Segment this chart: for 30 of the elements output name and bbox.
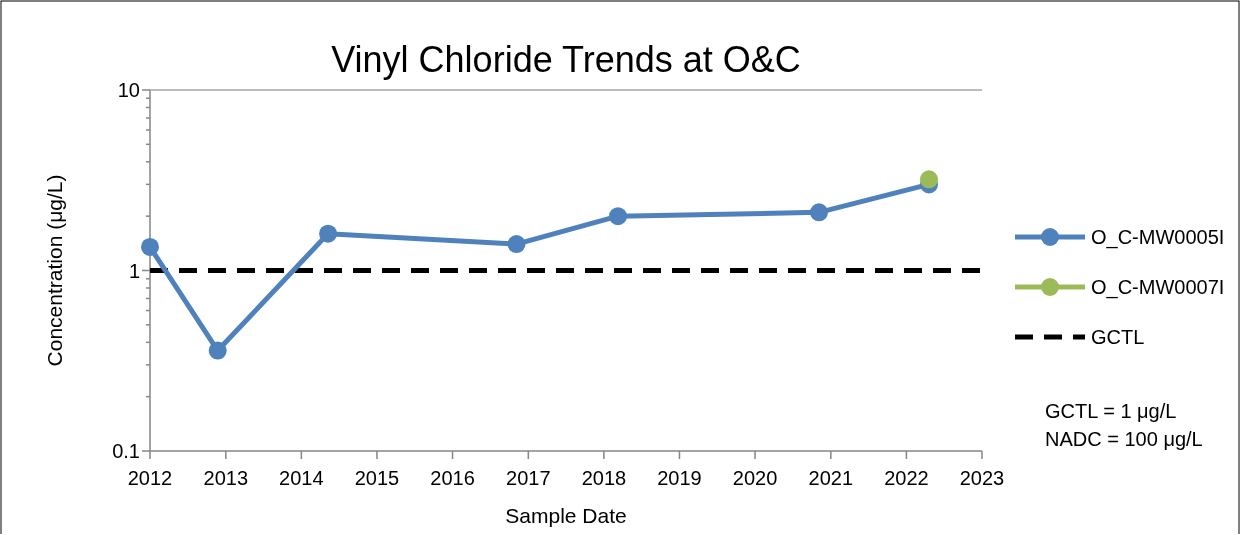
x-tick-label: 2022	[884, 467, 929, 489]
y-tick-label: 0.1	[112, 440, 140, 462]
y-axis-title: Concentration (μg/L)	[43, 174, 66, 367]
point	[319, 224, 338, 243]
chart-title: Vinyl Chloride Trends at O&C	[331, 39, 801, 80]
legend-label: GCTL	[1091, 326, 1145, 348]
point	[608, 207, 627, 226]
x-tick-label: 2016	[430, 467, 475, 489]
point	[208, 341, 227, 360]
x-axis-title: Sample Date	[505, 504, 627, 527]
x-tick-label: 2017	[506, 467, 551, 489]
x-tick-label: 2023	[959, 467, 1005, 489]
legend-label: O_C-MW0007I	[1091, 276, 1225, 299]
point	[141, 237, 159, 256]
x-tick-label: 2021	[808, 467, 854, 489]
y-tick-label: 10	[117, 79, 140, 101]
x-tick-label: 2019	[657, 467, 702, 489]
x-tick-label: 2018	[581, 467, 627, 489]
x-tick-label: 2013	[203, 467, 249, 489]
x-tick-label: 2012	[127, 467, 173, 489]
x-tick-label: 2014	[279, 467, 324, 489]
x-tick-label: 2015	[354, 467, 400, 489]
point	[810, 203, 829, 222]
x-tick-label: 2020	[732, 467, 778, 489]
y-tick-label: 1	[128, 259, 140, 282]
text: GCTL = 1 μg/L	[1045, 400, 1177, 422]
point	[919, 170, 938, 189]
text: NADC = 100 μg/L	[1045, 428, 1203, 450]
point	[507, 235, 526, 254]
legend-label: O_C-MW0005I	[1091, 226, 1225, 249]
